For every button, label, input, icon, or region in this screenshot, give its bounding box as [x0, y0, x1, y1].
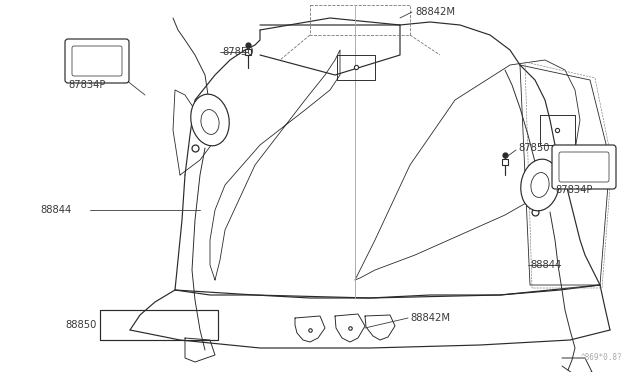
Ellipse shape	[201, 110, 219, 134]
Ellipse shape	[521, 159, 559, 211]
FancyBboxPatch shape	[65, 39, 129, 83]
Ellipse shape	[531, 173, 549, 198]
Text: ^869*0.8?: ^869*0.8?	[580, 353, 622, 362]
FancyBboxPatch shape	[72, 46, 122, 76]
Text: 87850: 87850	[518, 143, 550, 153]
Text: 87834P: 87834P	[68, 80, 106, 90]
FancyBboxPatch shape	[552, 145, 616, 189]
Text: 87850: 87850	[222, 47, 253, 57]
Text: 87834P: 87834P	[555, 185, 593, 195]
Text: 88842M: 88842M	[410, 313, 450, 323]
Text: 88850: 88850	[65, 320, 97, 330]
Text: 88844: 88844	[40, 205, 71, 215]
Ellipse shape	[191, 94, 229, 146]
FancyBboxPatch shape	[559, 152, 609, 182]
Text: 88844: 88844	[530, 260, 561, 270]
Text: 88842M: 88842M	[415, 7, 455, 17]
